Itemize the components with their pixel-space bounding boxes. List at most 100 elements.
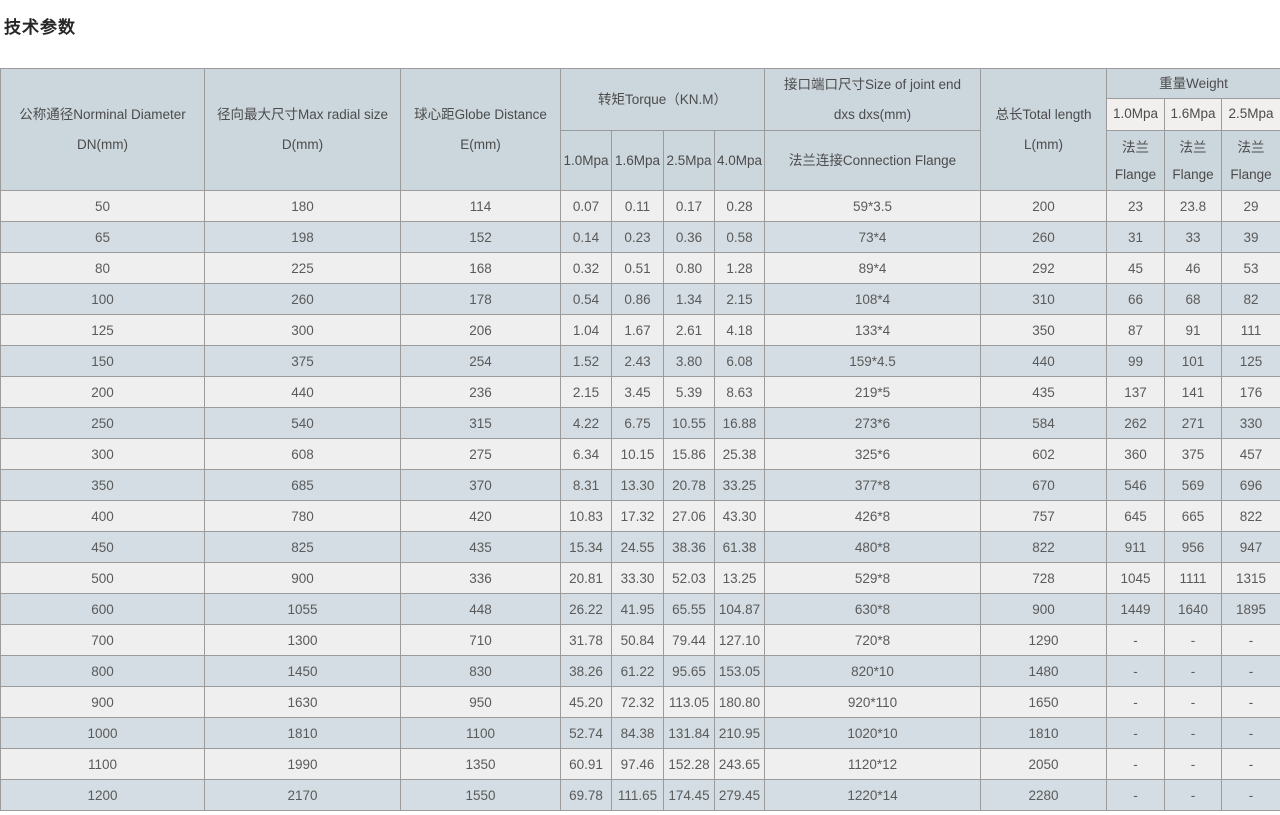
table-cell: -	[1106, 748, 1166, 781]
table-cell: 65	[0, 221, 205, 254]
table-cell: 900	[980, 593, 1108, 626]
table-cell: 127.10	[713, 624, 766, 657]
table-row: 400 780 420 10.83 17.32 27.06 43.30 426*8 757 645…	[0, 500, 1280, 533]
table-cell: 2280	[980, 779, 1108, 812]
header-row-3: 1.0Mpa 1.6Mpa 2.5Mpa 4.0Mpa 法兰连接Connecti…	[1, 130, 1280, 192]
table-row: 900 1630 950 45.20 72.32 113.05 180.80 920*110 1…	[0, 686, 1280, 719]
table-cell: 2.15	[713, 283, 766, 316]
table-cell: 1895	[1221, 593, 1280, 626]
table-cell: 822	[1221, 500, 1280, 533]
table-row: 500 900 336 20.81 33.30 52.03 13.25 529*8 728 104…	[0, 562, 1280, 595]
table-cell: 5.39	[663, 376, 715, 409]
header-torque-2-5mpa: 2.5Mpa	[663, 130, 715, 192]
table-cell: 956	[1164, 531, 1223, 564]
table-cell: 3.80	[663, 345, 715, 378]
table-cell: 10.55	[663, 407, 715, 440]
table-cell: 8.63	[713, 376, 766, 409]
table-cell: -	[1164, 655, 1223, 688]
table-cell: 26.22	[560, 593, 612, 626]
table-cell: 670	[980, 469, 1108, 502]
table-cell: 370	[400, 469, 561, 502]
table-cell: -	[1164, 748, 1223, 781]
table-cell: 27.06	[663, 500, 715, 533]
table-cell: 60.91	[560, 748, 612, 781]
table-cell: 435	[400, 531, 561, 564]
table-cell: 1.67	[611, 314, 664, 347]
table-cell: -	[1221, 748, 1280, 781]
table-cell: 279.45	[713, 779, 766, 812]
table-cell: 46	[1164, 252, 1223, 285]
table-cell: 152.28	[663, 748, 715, 781]
table-cell: 87	[1106, 314, 1166, 347]
table-cell: 97.46	[611, 748, 664, 781]
table-cell: 0.32	[560, 252, 612, 285]
table-cell: 1650	[980, 686, 1108, 719]
table-cell: 82	[1221, 283, 1280, 316]
table-cell: 569	[1164, 469, 1223, 502]
table-cell: 15.86	[663, 438, 715, 471]
table-cell: 0.28	[713, 190, 766, 223]
table-cell: 608	[204, 438, 401, 471]
table-cell: 1.34	[663, 283, 715, 316]
table-cell: 330	[1221, 407, 1280, 440]
table-cell: 91	[1164, 314, 1223, 347]
table-cell: 830	[400, 655, 561, 688]
table-cell: 420	[400, 500, 561, 533]
table-cell: -	[1221, 779, 1280, 812]
table-cell: 61.38	[713, 531, 766, 564]
table-row: 250 540 315 4.22 6.75 10.55 16.88 273*6 584 262 27…	[0, 407, 1280, 440]
table-cell: 133*4	[764, 314, 982, 347]
table-cell: 73*4	[764, 221, 982, 254]
table-cell: 178	[400, 283, 561, 316]
header-row-2: 1.0Mpa 1.6Mpa 2.5Mpa	[1, 98, 1280, 132]
table-cell: 59*3.5	[764, 190, 982, 223]
table-cell: 0.23	[611, 221, 664, 254]
table-cell: 2.43	[611, 345, 664, 378]
table-cell: 426*8	[764, 500, 982, 533]
table-cell: 273*6	[764, 407, 982, 440]
table-cell: 1640	[1164, 593, 1223, 626]
table-cell: 529*8	[764, 562, 982, 595]
table-cell: 710	[400, 624, 561, 657]
table-row: 800 1450 830 38.26 61.22 95.65 153.05 820*10 148…	[0, 655, 1280, 688]
table-cell: 1.04	[560, 314, 612, 347]
table-cell: 111	[1221, 314, 1280, 347]
table-cell: 315	[400, 407, 561, 440]
table-cell: 236	[400, 376, 561, 409]
table-cell: 0.17	[663, 190, 715, 223]
table-row: 80 225 168 0.32 0.51 0.80 1.28 89*4 292 45 46 53	[0, 252, 1280, 285]
table-row: 700 1300 710 31.78 50.84 79.44 127.10 720*8 1290…	[0, 624, 1280, 657]
table-cell: 100	[0, 283, 205, 316]
table-cell: 101	[1164, 345, 1223, 378]
table-cell: 168	[400, 252, 561, 285]
table-cell: 685	[204, 469, 401, 502]
table-cell: 1449	[1106, 593, 1166, 626]
table-cell: 114	[400, 190, 561, 223]
table-cell: 262	[1106, 407, 1166, 440]
table-cell: 1020*10	[764, 717, 982, 750]
table-body: 50 180 114 0.07 0.11 0.17 0.28 59*3.5 200 23 23.8 2…	[0, 190, 1280, 812]
table-cell: 68	[1164, 283, 1223, 316]
table-cell: 180.80	[713, 686, 766, 719]
table-cell: 820*10	[764, 655, 982, 688]
table-cell: 174.45	[663, 779, 715, 812]
table-cell: 800	[0, 655, 205, 688]
table-cell: 6.34	[560, 438, 612, 471]
table-cell: -	[1221, 624, 1280, 657]
table-cell: 131.84	[663, 717, 715, 750]
table-row: 1000 1810 1100 52.74 84.38 131.84 210.95 1020*1…	[0, 717, 1280, 750]
table-cell: 700	[0, 624, 205, 657]
table-cell: 31.78	[560, 624, 612, 657]
table-cell: 500	[0, 562, 205, 595]
table-cell: 350	[980, 314, 1108, 347]
table-cell: 125	[1221, 345, 1280, 378]
table-cell: 80	[0, 252, 205, 285]
header-connection-flange: 法兰连接Connection Flange	[764, 130, 982, 192]
table-cell: 141	[1164, 376, 1223, 409]
table-cell: 210.95	[713, 717, 766, 750]
table-row: 450 825 435 15.34 24.55 38.36 61.38 480*8 822 911…	[0, 531, 1280, 564]
table-cell: 1810	[980, 717, 1108, 750]
table-cell: 310	[980, 283, 1108, 316]
table-cell: 1100	[400, 717, 561, 750]
table-cell: 52.74	[560, 717, 612, 750]
